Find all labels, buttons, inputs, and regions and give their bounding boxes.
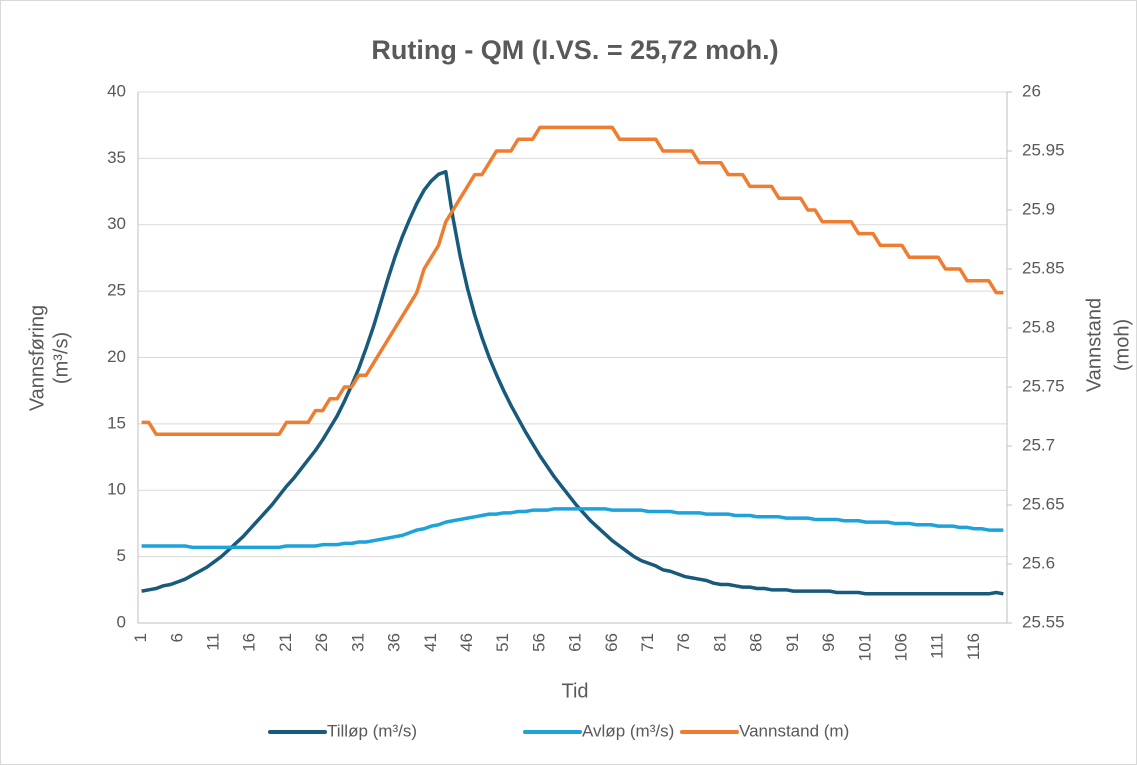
y-tick-label: 0: [117, 612, 126, 631]
x-tick-label: 76: [674, 633, 693, 652]
x-tick-label: 56: [529, 633, 548, 652]
y-tick-label: 30: [107, 214, 126, 233]
x-tick-label: 86: [747, 633, 766, 652]
y-axis-title-line: Vannsføring: [26, 305, 48, 411]
x-tick-label: 66: [602, 633, 621, 652]
x-tick-label: 46: [457, 633, 476, 652]
y2-tick-label: 25.8: [1022, 317, 1055, 336]
y2-tick-label: 25.7: [1022, 435, 1055, 454]
x-tick-label: 26: [312, 633, 331, 652]
x-tick-label: 81: [710, 633, 729, 652]
series-line: [141, 507, 1004, 550]
y-tick-label: 10: [107, 480, 126, 499]
legend-label: Avløp (m³/s): [582, 721, 674, 740]
x-tick-label: 1: [131, 633, 150, 642]
y2-tick-label: 25.55: [1022, 612, 1065, 631]
x-tick-label: 106: [891, 633, 910, 661]
y-tick-label: 40: [107, 81, 126, 100]
y2-axis-title: Vannstand (moh): [1083, 298, 1133, 392]
y2-tick-label: 26: [1022, 81, 1041, 100]
x-tick-label: 96: [819, 633, 838, 652]
x-axis-title: Tid: [561, 680, 588, 702]
x-tick-label: 41: [421, 633, 440, 652]
x-tick-label: 31: [348, 633, 367, 652]
y2-tick-label: 25.95: [1022, 140, 1065, 159]
x-tick-label: 101: [855, 633, 874, 661]
y-tick-label: 5: [117, 546, 126, 565]
y-axis-title: Vannsføring (m³/s): [26, 305, 72, 411]
x-tick-label: 116: [964, 633, 983, 660]
x-tick-label: 61: [566, 633, 585, 652]
y2-tick-label: 25.75: [1022, 376, 1065, 395]
y2-axis-title-line: (moh): [1111, 319, 1133, 371]
x-tick-label: 111: [928, 633, 947, 659]
x-tick-label: 6: [167, 633, 186, 642]
y-tick-label: 25: [107, 281, 126, 300]
x-tick-label: 21: [276, 633, 295, 652]
x-tick-label: 11: [204, 633, 223, 651]
y-axis-title-line: (m³/s): [50, 332, 72, 384]
y2-tick-label: 25.85: [1022, 258, 1065, 277]
chart-title: Ruting - QM (I.VS. = 25,72 moh.): [371, 35, 778, 65]
x-tick-label: 51: [493, 633, 512, 652]
legend-label: Tilløp (m³/s): [327, 721, 417, 740]
y2-axis-title-line: Vannstand: [1083, 298, 1105, 392]
y-tick-label: 15: [107, 413, 126, 432]
series-line: [141, 169, 1004, 596]
x-tick-label: 91: [783, 633, 802, 652]
x-tick-label: 71: [638, 633, 657, 652]
y-tick-label: 20: [107, 347, 126, 366]
x-tick-label: 16: [240, 633, 259, 652]
x-tick-label: 36: [385, 633, 404, 652]
series-line: [141, 125, 1004, 436]
legend-label: Vannstand (m): [739, 721, 849, 740]
y2-tick-label: 25.65: [1022, 494, 1065, 513]
y2-tick-label: 25.6: [1022, 553, 1055, 572]
y2-tick-label: 25.9: [1022, 199, 1055, 218]
y-tick-label: 35: [107, 148, 126, 167]
